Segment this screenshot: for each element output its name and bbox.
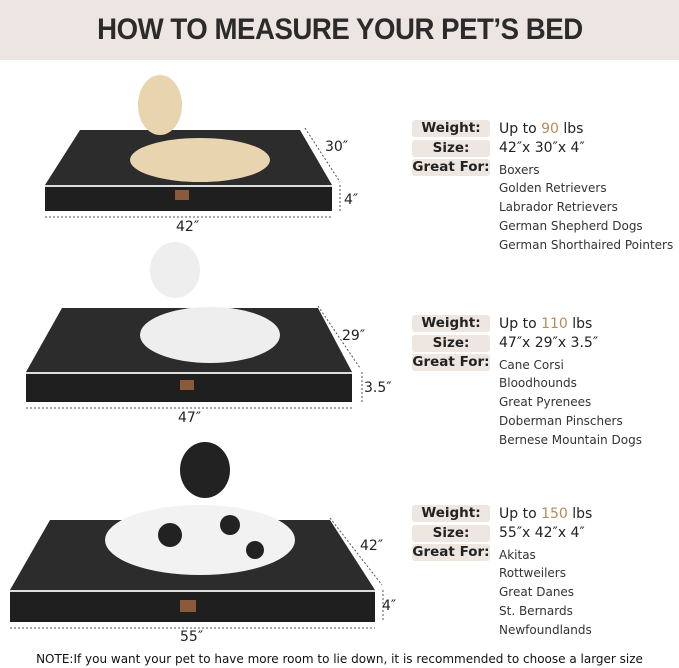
size-label: Size: xyxy=(412,524,490,542)
size-value: 42″x 30″x 4″ xyxy=(499,140,585,157)
bed-1-illustration xyxy=(45,75,341,218)
weight-value: Up to 90 lbs xyxy=(499,120,584,137)
bed-1-info: Weight: Up to 90 lbs Size: 42″x 30″x 4″ Gr… xyxy=(412,119,679,254)
weight-label: Weight: xyxy=(412,505,490,523)
bed-3-length: 55″ xyxy=(180,629,204,645)
bed-1-width: 30″ xyxy=(325,139,349,155)
great-for-label: Great For: xyxy=(412,159,490,177)
bed-2-height: 3.5″ xyxy=(364,380,392,396)
breed-item: Newfoundlands xyxy=(499,622,592,637)
page-title: HOW TO MEASURE YOUR PET’S BED xyxy=(96,13,583,46)
header-banner: HOW TO MEASURE YOUR PET’S BED xyxy=(0,0,679,60)
bed-2-illustration xyxy=(26,242,363,409)
breed-item: Labrador Retrievers xyxy=(499,200,618,215)
weight-label: Weight: xyxy=(412,315,490,333)
dog-1 xyxy=(130,138,270,182)
bed-2-info: Weight: Up to 110 lbs Size: 47″x 29″x 3.5″… xyxy=(412,314,679,449)
breed-item: Great Pyrenees xyxy=(499,395,592,410)
great-for-label: Great For: xyxy=(412,544,490,562)
bed-1-height: 4″ xyxy=(344,192,359,208)
weight-value: Up to 110 lbs xyxy=(499,315,593,332)
breed-item: Boxers xyxy=(499,162,540,177)
breed-item: Golden Retrievers xyxy=(499,181,607,196)
bed-3-info: Weight: Up to 150 lbs Size: 55″x 42″x 4″ G… xyxy=(412,504,679,639)
breed-list: Boxers Golden Retrievers Labrador Retrie… xyxy=(499,161,679,255)
breed-item: Cane Corsi xyxy=(499,357,564,372)
dog-2 xyxy=(140,307,280,363)
breed-item: German Shorthaired Pointers xyxy=(499,237,674,252)
size-value: 55″x 42″x 4″ xyxy=(499,525,585,542)
bed-3-width: 42″ xyxy=(360,538,384,554)
weight-value: Up to 150 lbs xyxy=(499,505,593,522)
breed-item: St. Bernards xyxy=(499,603,573,618)
bed-2-length: 47″ xyxy=(178,410,202,426)
dog-1-head xyxy=(138,75,182,135)
breed-item: Akitas xyxy=(499,547,536,562)
size-value: 47″x 29″x 3.5″ xyxy=(499,335,599,352)
dog-3 xyxy=(105,505,295,575)
bed-3-height: 4″ xyxy=(382,598,397,614)
great-for-label: Great For: xyxy=(412,354,490,372)
bed-3-illustration xyxy=(10,442,384,629)
breed-list: Akitas Rottweilers Great Danes St. Berna… xyxy=(499,546,679,640)
breed-item: Rottweilers xyxy=(499,566,566,581)
size-note: NOTE:If you want your pet to have more r… xyxy=(36,652,643,666)
bed-1-logo xyxy=(175,190,189,200)
breed-list: Cane Corsi Bloodhounds Great Pyrenees Do… xyxy=(499,356,679,450)
breed-item: Bloodhounds xyxy=(499,376,577,391)
breed-item: German Shepherd Dogs xyxy=(499,218,643,233)
breed-item: Bernese Mountain Dogs xyxy=(499,432,642,447)
bed-2-width: 29″ xyxy=(342,328,366,344)
bed-1-length: 42″ xyxy=(176,219,200,235)
breed-item: Great Danes xyxy=(499,585,575,600)
size-label: Size: xyxy=(412,139,490,157)
weight-label: Weight: xyxy=(412,120,490,138)
size-label: Size: xyxy=(412,334,490,352)
breed-item: Doberman Pinschers xyxy=(499,413,623,428)
